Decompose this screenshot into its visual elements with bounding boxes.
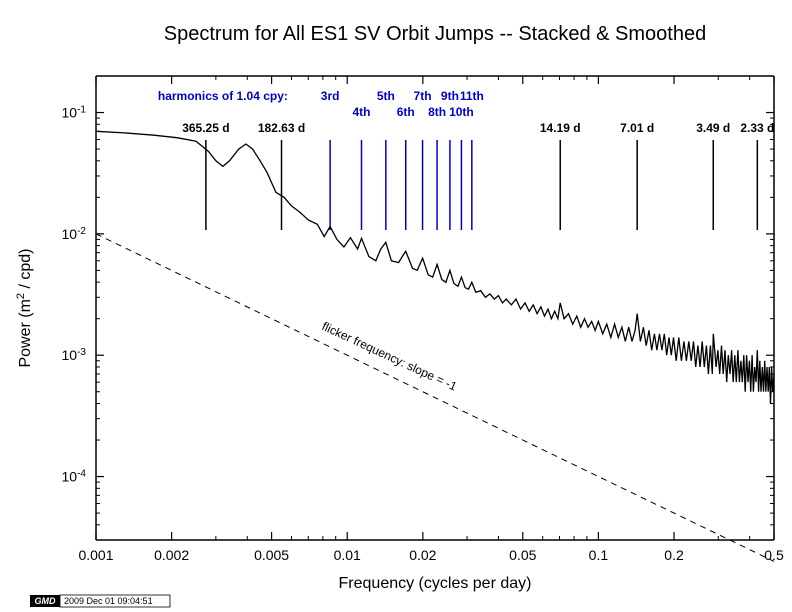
period-label: 14.19 d	[540, 121, 581, 135]
timestamp-text: 2009 Dec 01 09:04:51	[64, 596, 153, 606]
spectrum-curve	[96, 131, 774, 403]
y-tick-label: 10-2	[62, 225, 87, 242]
x-tick-label: 0.02	[409, 547, 436, 563]
harmonic-label: 4th	[353, 105, 371, 119]
period-label: 2.33 d	[740, 121, 774, 135]
flicker-line	[96, 234, 774, 561]
flicker-label: flicker frequency: slope = -1	[320, 319, 460, 394]
x-tick-label: 0.01	[334, 547, 361, 563]
x-tick-label: 0.2	[664, 547, 684, 563]
x-tick-label: 0.5	[764, 547, 784, 563]
period-label: 3.49 d	[696, 121, 730, 135]
harmonic-label: 7th	[414, 89, 432, 103]
period-label: 365.25 d	[182, 121, 229, 135]
x-tick-label: 0.001	[78, 547, 113, 563]
y-tick-label: 10-3	[62, 347, 87, 364]
y-tick-label: 10-1	[62, 104, 87, 121]
harmonic-label: 9th	[441, 89, 459, 103]
harmonic-label: 8th	[428, 105, 446, 119]
chart-title: Spectrum for All ES1 SV Orbit Jumps -- S…	[164, 23, 706, 45]
harmonic-label: 10th	[449, 105, 474, 119]
spectrum-chart: Spectrum for All ES1 SV Orbit Jumps -- S…	[0, 0, 792, 612]
harmonic-label: 5th	[377, 89, 395, 103]
x-tick-label: 0.002	[154, 547, 189, 563]
harmonic-label: 11th	[460, 89, 484, 103]
period-label: 182.63 d	[258, 121, 305, 135]
x-axis-label: Frequency (cycles per day)	[339, 575, 532, 592]
x-tick-label: 0.1	[589, 547, 609, 563]
x-tick-label: 0.005	[254, 547, 289, 563]
logo-text: GMD	[35, 596, 56, 606]
period-label: 7.01 d	[620, 121, 654, 135]
harmonic-label: 6th	[397, 105, 415, 119]
harmonic-label: 3rd	[321, 89, 340, 103]
x-tick-label: 0.05	[509, 547, 536, 563]
harmonics-header: harmonics of 1.04 cpy:	[158, 89, 288, 103]
y-axis-label: Power (m2 / cpd)	[15, 248, 34, 367]
y-tick-label: 10-4	[62, 468, 87, 485]
